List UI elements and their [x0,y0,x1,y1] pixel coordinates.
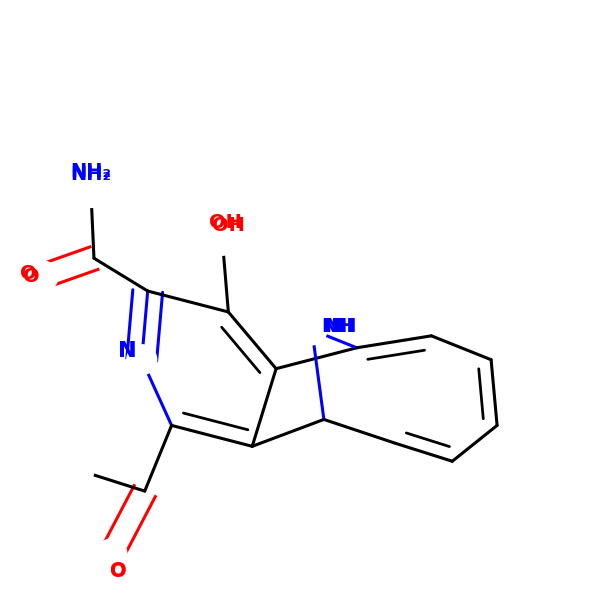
Text: O: O [110,562,126,581]
Circle shape [76,178,106,208]
Text: N: N [118,341,136,361]
Circle shape [297,315,327,345]
Text: N: N [118,341,136,361]
Text: O: O [110,561,126,580]
Text: O: O [20,263,37,283]
Text: NH₂: NH₂ [70,162,112,181]
Circle shape [127,345,157,374]
Text: O: O [23,266,40,286]
Circle shape [64,455,94,485]
Circle shape [208,226,237,255]
Text: NH: NH [321,317,353,337]
Circle shape [28,261,58,291]
Text: OH: OH [212,216,245,235]
Text: NH₂: NH₂ [70,165,112,184]
Text: OH: OH [209,213,242,232]
Circle shape [97,539,127,569]
Text: NH: NH [325,317,357,337]
